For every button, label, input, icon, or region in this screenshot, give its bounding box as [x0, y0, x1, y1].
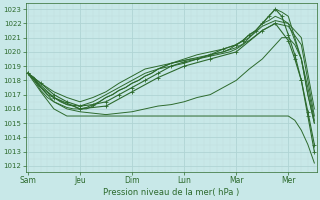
- X-axis label: Pression niveau de la mer( hPa ): Pression niveau de la mer( hPa ): [103, 188, 239, 197]
